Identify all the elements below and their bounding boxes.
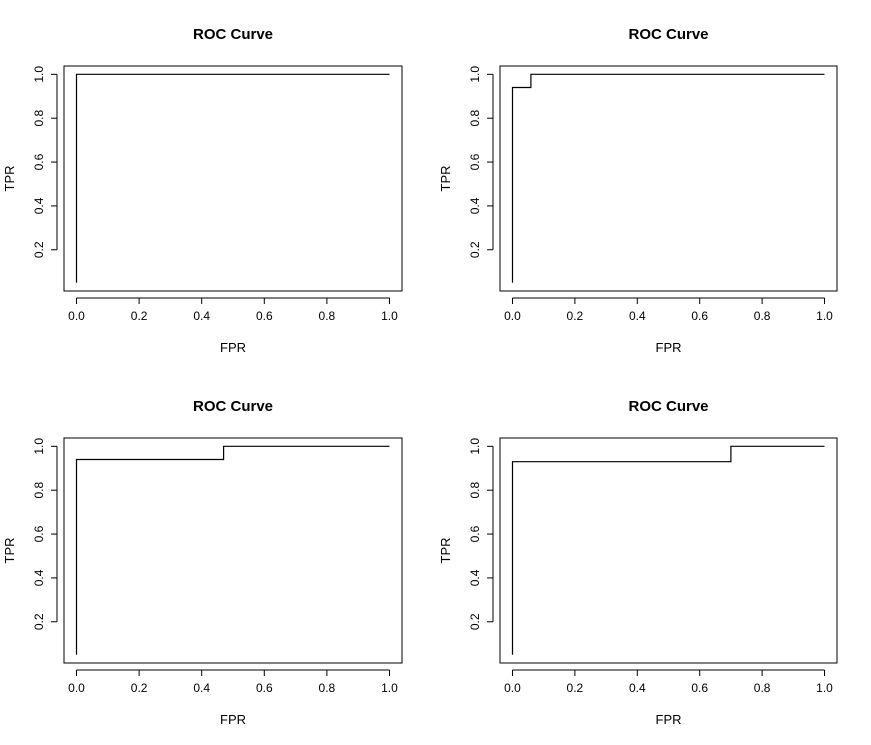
y-tick-label: 0.8 xyxy=(32,482,46,499)
x-tick-label: 0.8 xyxy=(754,681,771,695)
y-tick-label: 0.4 xyxy=(468,569,482,586)
x-tick-label: 0.6 xyxy=(256,681,273,695)
x-tick-label: 0.6 xyxy=(691,309,708,323)
x-tick-label: 0.0 xyxy=(504,681,521,695)
chart-title: ROC Curve xyxy=(628,398,708,415)
y-axis-label: TPR xyxy=(2,166,17,192)
y-tick-label: 0.6 xyxy=(468,525,482,542)
y-tick-label: 0.6 xyxy=(32,525,46,542)
y-tick-label: 0.2 xyxy=(468,613,482,630)
y-tick-label: 1.0 xyxy=(32,438,46,455)
y-tick-label: 0.4 xyxy=(32,569,46,586)
y-tick-label: 0.2 xyxy=(32,613,46,630)
roc-curve-line xyxy=(511,445,825,655)
x-tick-label: 0.2 xyxy=(567,309,584,323)
x-axis-label: FPR xyxy=(656,340,682,355)
x-tick-label: 1.0 xyxy=(816,681,833,695)
x-tick-label: 0.4 xyxy=(629,309,646,323)
chart-title: ROC Curve xyxy=(628,26,708,43)
y-tick-label: 0.8 xyxy=(468,110,482,127)
y-axis-label: TPR xyxy=(438,166,453,192)
y-tick-label: 0.8 xyxy=(468,482,482,499)
roc-panel: ROC Curve 0.0 0.2 0.4 0.6 0.8 1.0 FPR 0.2 0.4 0.6 0… xyxy=(438,26,838,355)
x-tick-label: 0.0 xyxy=(68,681,85,695)
y-axis-label: TPR xyxy=(438,538,453,564)
x-tick-label: 1.0 xyxy=(381,309,398,323)
x-tick-label: 1.0 xyxy=(381,681,398,695)
x-axis-label: FPR xyxy=(220,340,246,355)
y-tick-label: 0.6 xyxy=(468,153,482,170)
x-axis-label: FPR xyxy=(656,712,682,727)
roc-curve-line xyxy=(75,73,390,283)
x-tick-label: 0.8 xyxy=(754,309,771,323)
x-tick-label: 0.0 xyxy=(68,309,85,323)
plot-frame xyxy=(63,65,403,292)
x-tick-label: 0.2 xyxy=(131,309,148,323)
x-tick-label: 0.4 xyxy=(193,681,210,695)
y-tick-label: 0.2 xyxy=(32,241,46,258)
x-tick-label: 0.8 xyxy=(319,681,336,695)
x-tick-label: 1.0 xyxy=(816,309,833,323)
x-tick-label: 0.2 xyxy=(567,681,584,695)
plot-frame xyxy=(63,437,403,664)
y-tick-label: 1.0 xyxy=(468,66,482,83)
y-tick-label: 0.8 xyxy=(32,110,46,127)
roc-panel: ROC Curve 0.0 0.2 0.4 0.6 0.8 1.0 FPR 0.2 0.4 0.6 0… xyxy=(438,398,838,727)
x-tick-label: 0.2 xyxy=(131,681,148,695)
y-tick-label: 0.2 xyxy=(468,241,482,258)
chart-title: ROC Curve xyxy=(193,398,273,415)
plot-frame xyxy=(499,437,838,664)
y-tick-label: 0.6 xyxy=(32,153,46,170)
y-axis-label: TPR xyxy=(2,538,17,564)
x-tick-label: 0.0 xyxy=(504,309,521,323)
x-tick-label: 0.8 xyxy=(319,309,336,323)
roc-panel: ROC Curve 0.0 0.2 0.4 0.6 0.8 1.0 FPR 0.2 0.4 0.6 0… xyxy=(2,398,403,727)
plot-frame xyxy=(499,65,838,292)
y-tick-label: 0.4 xyxy=(468,197,482,214)
x-tick-label: 0.4 xyxy=(193,309,210,323)
y-tick-label: 1.0 xyxy=(32,66,46,83)
roc-curve-line xyxy=(75,445,390,655)
y-tick-label: 0.4 xyxy=(32,197,46,214)
x-tick-label: 0.4 xyxy=(629,681,646,695)
y-tick-label: 1.0 xyxy=(468,438,482,455)
x-tick-label: 0.6 xyxy=(256,309,273,323)
x-axis-label: FPR xyxy=(220,712,246,727)
roc-panel: ROC Curve 0.0 0.2 0.4 0.6 0.8 1.0 FPR 0.2 0.4 0.6 0… xyxy=(2,26,403,355)
roc-curve-line xyxy=(511,73,825,283)
chart-title: ROC Curve xyxy=(193,26,273,43)
x-tick-label: 0.6 xyxy=(691,681,708,695)
